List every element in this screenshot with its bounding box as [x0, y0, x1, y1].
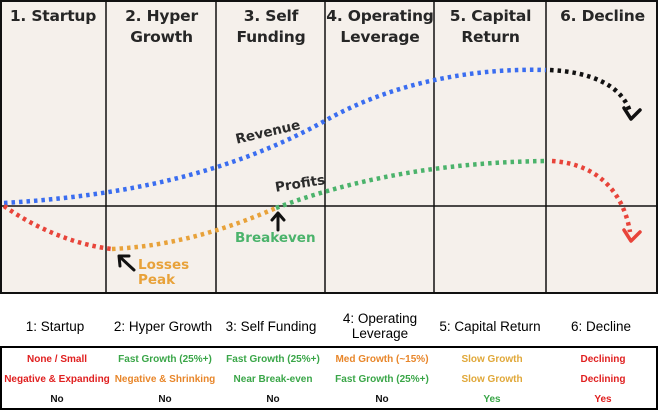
profits-decline-curve: [551, 158, 633, 233]
profits-decline-arrowhead: [622, 228, 642, 243]
revenue-decline-curve: [549, 67, 633, 113]
table-cell-r2-c6: Declining: [580, 374, 626, 385]
losses-peak-arrow-head: [117, 254, 131, 268]
column-header-1: 1: Startup: [25, 318, 85, 334]
profits-curve: [275, 158, 549, 211]
table-cell-r1-c2: Fast Growth (25%+): [118, 354, 212, 365]
table-cell-r2-c4: Fast Growth (25%+): [335, 374, 429, 385]
table-body: None / Small Fast Growth (25%+) Fast Growt…: [0, 346, 658, 410]
column-header-3: 3: Self Funding: [225, 318, 317, 334]
column-header-6: 6: Decline: [570, 318, 632, 334]
lifecycle-diagram: 1. Startup 2. Hyper Growth 3. Self Funding…: [0, 0, 658, 294]
diagram-frame: [0, 0, 658, 294]
table-cell-r1-c3: Fast Growth (25%+): [226, 354, 320, 365]
stage-title-4: 4. Operating Leverage: [326, 7, 434, 46]
table-cell-r3-c6: Yes: [594, 394, 612, 405]
revenue-decline-arrowhead: [622, 106, 642, 121]
breakeven-label: Breakeven: [235, 230, 316, 246]
column-header-5: 5: Capital Return: [439, 318, 541, 334]
table-cell-r3-c2: No: [158, 394, 172, 405]
stage-title-5: 5. Capital Return: [449, 7, 532, 46]
stage-title-2: 2. Hyper Growth: [125, 7, 198, 46]
table-cell-r2-c2: Negative & Shrinking: [114, 374, 216, 385]
revenue-curve: [3, 67, 547, 206]
losses-peak-arrow-shaft: [119, 256, 136, 272]
stage-title-1: 1. Startup: [9, 7, 97, 25]
table-cell-r3-c5: Yes: [483, 394, 501, 405]
table-cell-r1-c5: Slow Growth: [461, 354, 523, 365]
stage-title-6: 6. Decline: [560, 7, 645, 25]
loss-recovery-curve: [111, 205, 277, 252]
breakeven-arrow-head: [270, 211, 286, 222]
stage-title-3: 3. Self Funding: [236, 7, 306, 46]
table-cell-r2-c1: Negative & Expanding: [4, 374, 110, 385]
table-cell-r1-c4: Med Growth (~15%): [335, 354, 429, 365]
stage-summary-table: 1: Startup 2: Hyper Growth 3: Self Funding…: [0, 295, 658, 414]
column-header-4: 4: Operating Leverage: [342, 311, 418, 341]
table-cell-r2-c3: Near Break-even: [233, 374, 313, 385]
losses-curve: [2, 204, 113, 252]
lifecycle-chart-svg: [0, 0, 658, 294]
table-cell-r3-c4: No: [375, 394, 389, 405]
table-cell-r1-c1: None / Small: [26, 354, 87, 365]
losses-peak-label: Losses Peak: [138, 257, 190, 288]
table-cell-r3-c1: No: [50, 394, 64, 405]
table-cell-r2-c5: Slow Growth: [461, 374, 523, 385]
table-cell-r3-c3: No: [266, 394, 280, 405]
table-cell-r1-c6: Declining: [580, 354, 626, 365]
column-header-2: 2: Hyper Growth: [113, 318, 213, 334]
